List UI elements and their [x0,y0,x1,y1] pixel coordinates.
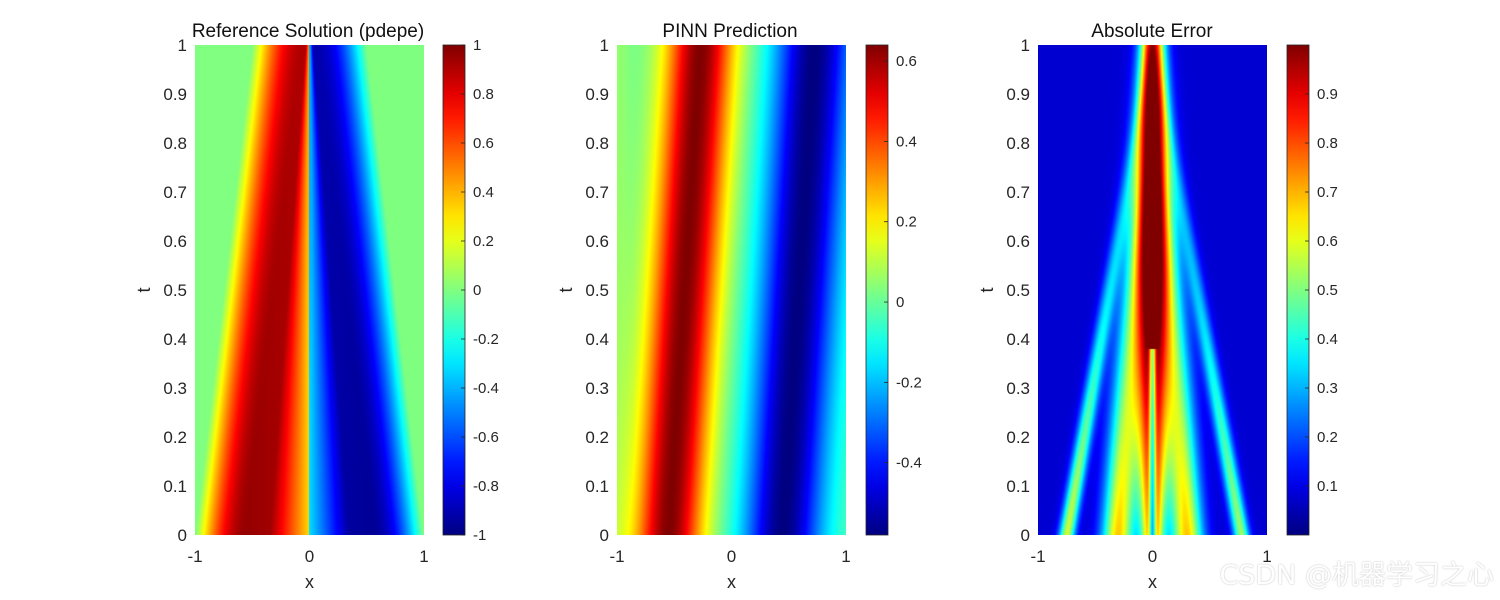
heatmap-image [1038,45,1267,535]
colorbar-tick-label: 0.1 [1317,478,1338,495]
y-tick-label: 0.7 [585,183,609,202]
y-tick-label: 0.4 [163,330,187,349]
colorbar-tick-label: -0.4 [473,380,499,397]
panel-1: Reference Solution (pdepe) 0 0.1 0.2 0.3 0.4 0… [134,21,499,592]
x-axis-label: x [1148,572,1157,592]
colorbar-tick-label: 0.2 [1317,429,1338,446]
x-tick-label: -1 [187,547,202,566]
y-tick-label: 0.5 [585,281,609,300]
colorbar-tick-label: -0.2 [473,331,499,348]
colorbar [865,44,889,536]
y-tick-label: 0.9 [585,85,609,104]
y-tick-label: 0.8 [1006,134,1030,153]
y-tick-label: 0.2 [163,428,187,447]
heatmap-image [617,45,846,535]
x-axis-label: x [305,572,314,592]
colorbar-tick-label: 0 [896,294,904,311]
colorbar-tick-label: 0.6 [1317,233,1338,250]
y-tick-label: 0 [178,526,187,545]
y-axis-label: t [556,287,576,292]
colorbar-tick-label: 0.4 [473,184,494,201]
y-axis-label: t [977,287,997,292]
y-tick-label: 0.3 [163,379,187,398]
y-tick-label: 0.7 [1006,183,1030,202]
y-tick-label: 0.8 [163,134,187,153]
y-tick-label: 0.6 [585,232,609,251]
colorbar-tick-label: -0.8 [473,478,499,495]
y-tick-label: 0.1 [585,477,609,496]
colorbar-tick-label: -0.4 [896,455,922,472]
colorbar-tick-label: 0.4 [1317,331,1338,348]
y-tick-label: 0.6 [1006,232,1030,251]
x-tick-label: 1 [419,547,428,566]
x-tick-label: 1 [841,547,850,566]
y-tick-label: 0.5 [163,281,187,300]
panel-3: Absolute Error 0 0.1 0.2 0.3 0.4 0.5 0.6 0.7 0.8 0… [977,21,1338,592]
y-tick-label: 0 [600,526,609,545]
colorbar-tick-label: 0.8 [473,86,494,103]
y-tick-label: 0.5 [1006,281,1030,300]
x-tick-label: 1 [1262,547,1271,566]
colorbar-tick-label: 0.2 [896,214,917,231]
heatmap-image [195,45,424,535]
colorbar-tick-label: 0.2 [473,233,494,250]
x-tick-label: 0 [1148,547,1157,566]
panel-2: PINN Prediction 0 0.1 0.2 0.3 0.4 0.5 0.6 0.7 0.8… [556,21,922,592]
y-tick-label: 0.4 [585,330,609,349]
y-tick-label: 1 [1021,36,1030,55]
y-axis-label: t [134,287,154,292]
y-tick-label: 0.1 [1006,477,1030,496]
y-tick-label: 1 [178,36,187,55]
colorbar-tick-label: 1 [473,37,481,54]
y-tick-label: 0.9 [1006,85,1030,104]
x-tick-label: -1 [609,547,624,566]
chart-title: Reference Solution (pdepe) [192,21,424,42]
colorbar-tick-label: -1 [473,527,486,544]
y-tick-label: 0.9 [163,85,187,104]
chart-title: Absolute Error [1091,21,1213,42]
y-tick-label: 0.8 [585,134,609,153]
y-tick-label: 0 [1021,526,1030,545]
colorbar-tick-label: 0.8 [1317,135,1338,152]
y-tick-label: 0.2 [585,428,609,447]
colorbar-tick-label: -0.6 [473,429,499,446]
y-tick-label: 0.7 [163,183,187,202]
colorbar-tick-label: 0.6 [473,135,494,152]
colorbar-tick-label: 0.3 [1317,380,1338,397]
y-tick-label: 0.2 [1006,428,1030,447]
colorbar-tick-label: 0 [473,282,481,299]
y-tick-label: 0.3 [1006,379,1030,398]
colorbar-tick-label: 0.9 [1317,86,1338,103]
y-tick-label: 0.4 [1006,330,1030,349]
chart-title: PINN Prediction [662,21,797,42]
colorbar-tick-label: -0.2 [896,374,922,391]
watermark: CSDN @机器学习之心 [1219,560,1494,591]
y-tick-label: 0.1 [163,477,187,496]
colorbar-tick-label: 0.4 [896,133,917,150]
colorbar-tick-label: 0.6 [896,53,917,70]
colorbar-tick-label: 0.7 [1317,184,1338,201]
x-tick-label: -1 [1030,547,1045,566]
x-axis-label: x [727,572,736,592]
y-tick-label: 0.6 [163,232,187,251]
x-tick-label: 0 [305,547,314,566]
y-tick-label: 0.3 [585,379,609,398]
colorbar-tick-label: 0.5 [1317,282,1338,299]
x-tick-label: 0 [727,547,736,566]
y-tick-label: 1 [600,36,609,55]
